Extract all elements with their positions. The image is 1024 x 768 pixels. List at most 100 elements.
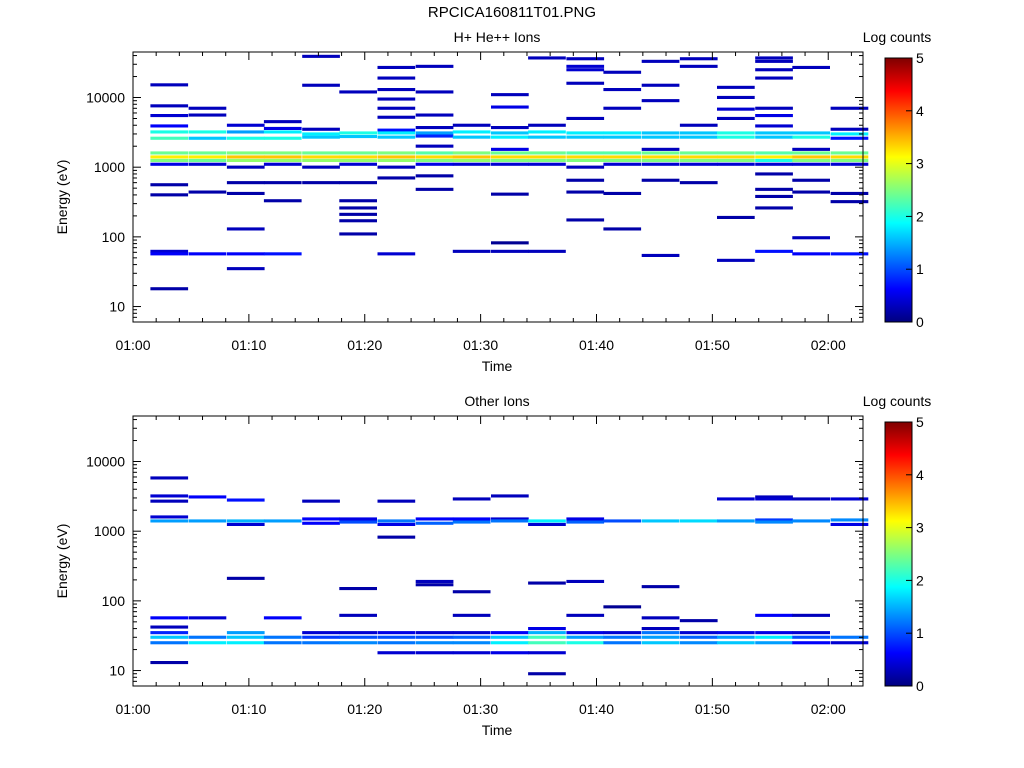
heatmap-cell — [641, 641, 680, 645]
heatmap-cell — [302, 181, 340, 185]
heatmap-cell — [339, 181, 377, 185]
heatmap-cell — [226, 151, 265, 155]
heatmap-cell — [415, 641, 454, 645]
heatmap-cell — [755, 187, 793, 191]
heatmap-cell — [792, 519, 830, 523]
colorbar-tick-label: 3 — [916, 156, 924, 172]
heatmap-cell — [491, 105, 529, 109]
heatmap-cell — [528, 162, 566, 166]
heatmap-cell — [150, 130, 189, 134]
heatmap-cell — [566, 158, 605, 162]
heatmap-cell — [566, 613, 605, 617]
heatmap-cell — [491, 241, 529, 245]
heatmap-cell — [679, 151, 718, 155]
heatmap-cell — [226, 165, 265, 169]
heatmap-cell — [717, 635, 755, 639]
heatmap-cell — [188, 155, 227, 159]
x-tick-label: 01:20 — [347, 337, 382, 353]
heatmap-cell — [679, 57, 718, 61]
y-tick-label: 10 — [109, 299, 125, 315]
heatmap-cell — [452, 123, 491, 127]
heatmap-cell — [717, 107, 755, 111]
heatmap-cell — [339, 641, 377, 645]
heatmap-cell — [150, 114, 189, 118]
heatmap-cell — [679, 519, 718, 523]
heatmap-cell — [150, 661, 189, 665]
heatmap-cell — [452, 520, 491, 524]
heatmap-cell — [491, 131, 529, 135]
heatmap-cell — [755, 106, 793, 110]
heatmap-cell — [755, 497, 793, 501]
heatmap-cell — [717, 155, 755, 159]
heatmap-cell — [415, 158, 454, 162]
heatmap-cell — [263, 151, 302, 155]
heatmap-cell — [755, 68, 793, 72]
heatmap-cell — [792, 631, 830, 635]
heatmap-cell — [452, 497, 491, 501]
heatmap-cell — [263, 155, 302, 159]
heatmap-cell — [641, 519, 680, 523]
heatmap-cell — [226, 267, 265, 271]
heatmap-cell — [339, 219, 377, 223]
heatmap-cell — [755, 162, 793, 166]
heatmap-cell — [566, 116, 605, 120]
heatmap-cell — [339, 135, 377, 139]
heatmap-cell — [603, 162, 642, 166]
heatmap-cell — [830, 200, 869, 204]
heatmap-cell — [377, 151, 416, 155]
colorbar: Log counts 0 1 2 3 4 5 — [863, 393, 932, 694]
y-axis-label: Energy (eV) — [54, 160, 70, 235]
heatmap-cell — [717, 85, 755, 89]
heatmap-cell — [603, 158, 642, 162]
heatmap-cell — [755, 59, 793, 63]
heatmap-cell — [603, 88, 642, 92]
heatmap-cell — [566, 57, 605, 61]
heatmap-cell — [566, 178, 605, 182]
y-tick-label: 1000 — [94, 523, 125, 539]
heatmap-cell — [641, 151, 680, 155]
heatmap-cell — [150, 631, 189, 635]
heatmap-cell — [339, 232, 377, 236]
heatmap-cell — [491, 519, 529, 523]
heatmap-cell — [377, 519, 416, 523]
heatmap-cell — [339, 90, 377, 94]
heatmap-cell — [491, 147, 529, 151]
y-axis: 10 100 1000 10000 — [86, 419, 863, 687]
y-axis: 10 100 1000 10000 — [86, 55, 863, 323]
heatmap-cell — [830, 162, 869, 166]
heatmap-cell — [566, 68, 605, 72]
heatmap-cell — [603, 106, 642, 110]
heatmap-cell — [188, 190, 227, 194]
y-tick-label: 10 — [109, 663, 125, 679]
heatmap-cell — [641, 131, 680, 135]
heatmap-cell — [302, 158, 340, 162]
heatmap-cell — [641, 59, 680, 63]
x-tick-label: 01:10 — [231, 701, 266, 717]
heatmap-cell — [226, 498, 265, 502]
colorbar: Log counts 0 1 2 3 4 5 — [863, 29, 932, 330]
heatmap-cell — [150, 515, 189, 519]
heatmap-cell — [263, 120, 302, 124]
heatmap-cell — [263, 199, 302, 203]
heatmap-cell — [491, 494, 529, 498]
heatmap-cell — [717, 116, 755, 120]
heatmap-cells — [150, 476, 869, 676]
heatmap-cell — [491, 631, 529, 635]
heatmap-cell — [263, 136, 302, 140]
heatmap-cell — [792, 497, 830, 501]
heatmap-cell — [717, 641, 755, 645]
heatmap-cell — [302, 151, 340, 155]
heatmap-cell — [491, 151, 529, 155]
heatmap-cell — [302, 155, 340, 159]
heatmap-cell — [150, 616, 189, 620]
heatmap-cell — [679, 135, 718, 139]
plot-frame — [132, 415, 864, 687]
heatmap-cell — [188, 252, 227, 256]
heatmap-cell — [717, 631, 755, 635]
heatmap-cell — [263, 616, 302, 620]
heatmap-cell — [792, 635, 830, 639]
heatmap-cell — [679, 631, 718, 635]
heatmap-cell — [679, 158, 718, 162]
heatmap-cell — [452, 135, 491, 139]
heatmap-cell — [150, 193, 189, 197]
